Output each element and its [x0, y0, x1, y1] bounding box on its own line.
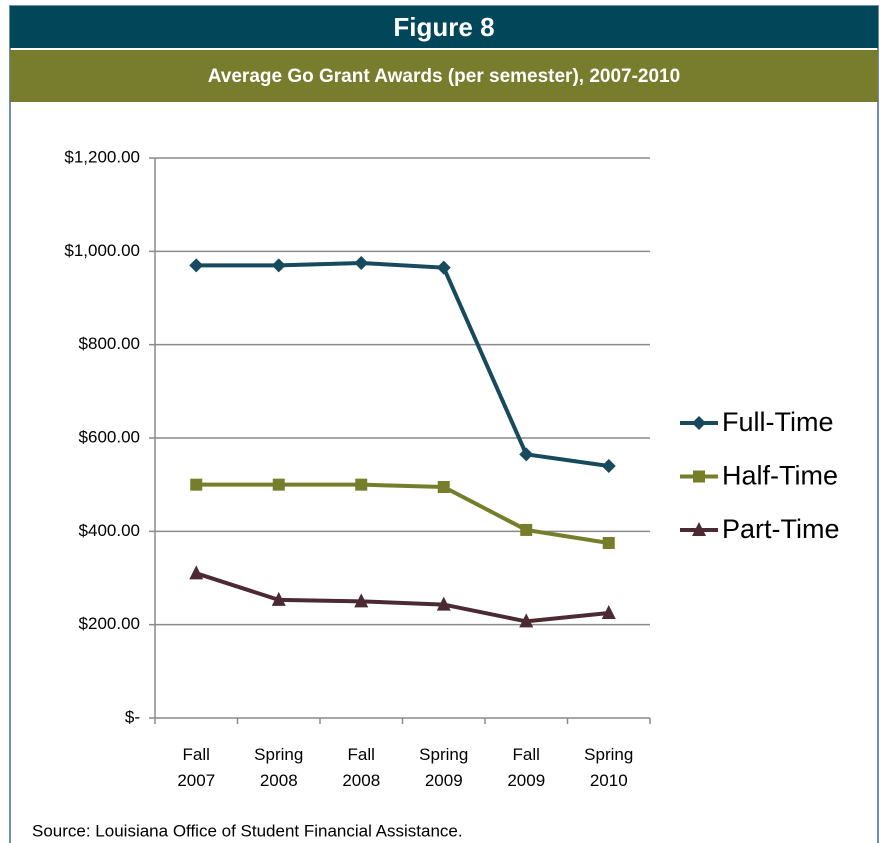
title-band — [10, 50, 878, 102]
point — [692, 416, 706, 430]
point — [436, 260, 451, 275]
legend-label: Full-Time — [722, 407, 834, 437]
x-tick-label: Spring 2008 — [254, 745, 304, 790]
point — [692, 522, 706, 536]
x-tick-label: Fall 2009 — [507, 745, 546, 790]
point — [354, 256, 369, 270]
point — [189, 258, 204, 273]
point — [601, 459, 616, 473]
point — [189, 565, 204, 580]
point — [271, 591, 286, 606]
point — [272, 478, 285, 491]
point — [190, 478, 203, 491]
point — [601, 605, 616, 619]
series-line — [196, 260, 610, 468]
y-tick-label: $1,200.00 — [64, 147, 140, 166]
point — [271, 258, 286, 273]
point — [693, 470, 705, 483]
series-line — [196, 482, 610, 545]
legend-label: Half-Time — [722, 461, 838, 491]
source-note: Source: Louisiana Office of Student Fina… — [32, 821, 463, 840]
y-tick-label: $800.00 — [79, 334, 140, 353]
x-tick-label: Spring 2010 — [584, 745, 634, 790]
x-tick-label: Spring 2009 — [419, 745, 469, 790]
point — [602, 537, 615, 549]
y-tick-label: $600.00 — [79, 427, 140, 446]
y-tick-label: $200.00 — [79, 614, 140, 633]
point — [519, 447, 534, 462]
chart-title: Average Go Grant Awards (per semester), … — [208, 66, 680, 87]
point — [520, 523, 533, 536]
legend-label: Part-Time — [722, 514, 840, 544]
y-tick-label: $1,000.00 — [64, 241, 140, 260]
y-tick-label: $- — [125, 707, 140, 726]
y-tick-label: $400.00 — [79, 521, 140, 540]
point — [355, 478, 368, 491]
header-band — [10, 6, 878, 48]
figure-label: Figure 8 — [393, 12, 494, 42]
point — [437, 481, 450, 493]
point — [354, 593, 369, 608]
point — [519, 613, 534, 628]
point — [436, 596, 451, 611]
x-tick-label: Fall 2008 — [342, 745, 381, 790]
x-tick-label: Fall 2007 — [177, 745, 216, 790]
series-line — [195, 571, 609, 624]
